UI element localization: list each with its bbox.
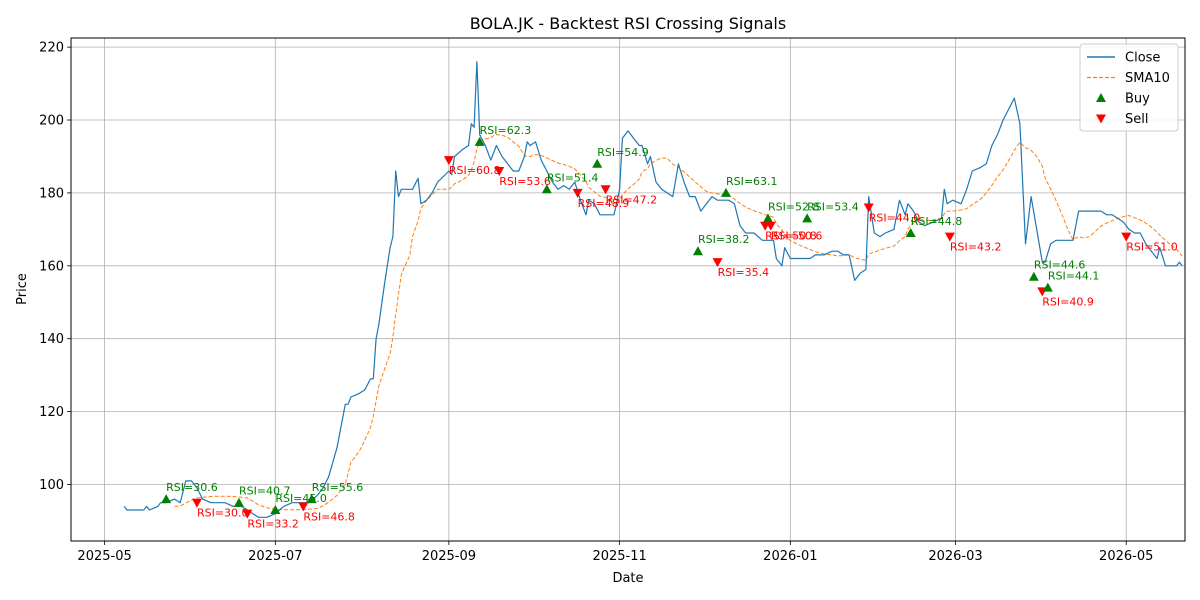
legend-label: Buy [1125,92,1150,107]
legend-buy-swatch [1096,93,1106,102]
sell-rsi-label: RSI=53.6 [499,175,551,188]
y-tick-label: 100 [39,478,64,493]
buy-rsi-label: RSI=44.8 [911,215,963,228]
plot-frame [70,37,1186,542]
sell-marker [572,188,583,198]
sell-marker [298,502,309,512]
y-tick-label: 180 [39,186,64,201]
tick-layer: 2025-05 2025-07 2025-09 2025-11 2026-01 2026-… [39,41,1153,564]
buy-rsi-label: RSI=51.4 [547,171,599,184]
sell-rsi-label: RSI=51.0 [1126,241,1178,254]
x-tick-label: 2026-01 [763,549,817,564]
sell-rsi-label: RSI=44.0 [869,211,921,224]
buy-marker [306,494,317,504]
sell-rsi-label: RSI=48.9 [578,197,630,210]
y-tick-label: 220 [39,41,64,56]
buy-rsi-label: RSI=55.6 [312,481,364,494]
y-tick-label: 120 [39,405,64,420]
sell-rsi-label: RSI=50.6 [771,230,823,243]
sell-rsi-label: RSI=46.8 [303,510,355,523]
sell-marker [600,185,611,195]
buy-rsi-label: RSI=40.7 [239,485,291,498]
x-tick-label: 2026-03 [928,549,982,564]
y-tick-label: 140 [39,332,64,347]
x-tick-label: 2025-07 [248,549,302,564]
sma-layer [174,134,1183,511]
x-axis-title: Date [612,571,643,586]
legend-label: Close [1125,51,1160,66]
legend: Close SMA10 Buy Sell [1079,43,1179,132]
buy-marker [905,228,916,238]
sell-rsi-label: RSI=43.2 [950,241,1002,254]
buy-rsi-label: RSI=53.4 [807,200,859,213]
legend-label: Sell [1125,112,1148,127]
buy-rsi-label: RSI=38.2 [698,233,750,246]
buy-marker [233,497,244,507]
buy-marker [762,213,773,223]
close-layer [123,61,1183,518]
sell-marker [863,203,874,213]
legend-label: SMA10 [1125,71,1170,86]
buy-rsi-label: RSI=44.1 [1048,270,1100,283]
grid-layer [71,38,1185,541]
sell-marker [944,232,955,242]
buy-rsi-label: RSI=44.6 [1034,259,1086,272]
buy-rsi-label: RSI=63.1 [726,175,778,188]
close-series-line [123,61,1183,518]
sell-rsi-label: RSI=47.2 [606,193,658,206]
buy-marker [1042,282,1053,292]
legend-box [1079,43,1179,132]
sma10-series-line [174,134,1183,511]
signal-layer: RSI=30.6RSI=30.0RSI=40.7RSI=33.2RSI=45.0… [161,124,1178,531]
x-tick-label: 2025-09 [422,549,476,564]
y-tick-label: 160 [39,259,64,274]
buy-marker [270,505,281,515]
buy-rsi-label: RSI=62.3 [480,124,532,137]
sell-marker [494,167,505,177]
buy-rsi-label: RSI=54.9 [597,146,649,159]
sell-rsi-label: RSI=35.4 [718,266,770,279]
buy-marker [592,158,603,168]
chart-title: BOLA.JK - Backtest RSI Crossing Signals [470,14,786,33]
buy-marker [802,213,813,223]
y-axis-title: Price [15,273,30,305]
sell-rsi-label: RSI=33.2 [247,518,299,531]
sell-marker [191,498,202,508]
sell-marker [1121,232,1132,242]
sell-marker [443,156,454,166]
x-tick-label: 2025-05 [77,549,131,564]
y-tick-label: 200 [39,114,64,129]
sell-marker [712,258,723,268]
x-tick-label: 2025-11 [592,549,646,564]
legend-sell-swatch [1096,114,1106,124]
sell-marker [765,221,776,231]
sell-rsi-label: RSI=40.9 [1042,295,1094,308]
sell-rsi-label: RSI=30.0 [197,507,249,520]
sell-rsi-label: RSI=50.8 [765,230,817,243]
buy-marker [474,136,485,146]
buy-marker [720,187,731,197]
buy-marker [541,184,552,194]
buy-rsi-label: RSI=30.6 [166,481,218,494]
buy-rsi-label: RSI=52.8 [768,200,820,213]
sell-marker [242,509,253,519]
buy-marker [161,494,172,504]
sell-rsi-label: RSI=60.8 [449,164,501,177]
x-tick-label: 2026-05 [1099,549,1153,564]
buy-marker [692,246,703,256]
buy-marker [1028,271,1039,281]
